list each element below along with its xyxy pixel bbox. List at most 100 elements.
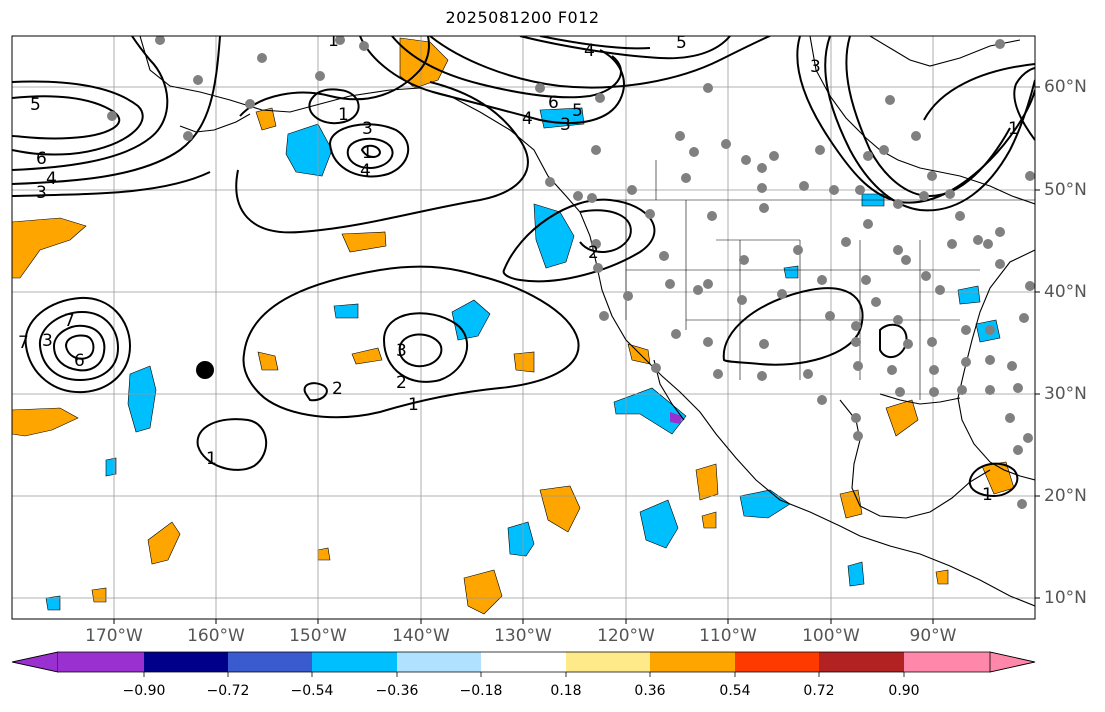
contour-label: 3 [42, 331, 53, 351]
orange-patch [701, 511, 717, 529]
colorbar-tick-label: −0.36 [375, 683, 419, 699]
contour-label: 3 [396, 341, 407, 361]
colorbar-tick-label: −0.72 [206, 683, 250, 699]
colorbar-segment [312, 652, 397, 672]
contour-label: 3 [362, 119, 373, 139]
orange-patch [91, 587, 107, 603]
contour-label: 4 [360, 161, 371, 181]
cyan-patch [127, 365, 157, 433]
lon-label: 170°W [85, 626, 143, 646]
lat-label: 20°N [1044, 486, 1087, 506]
contour-label: 1 [1008, 119, 1019, 139]
contour-label: 1 [328, 31, 339, 51]
contour-label: 1 [362, 143, 373, 163]
orange-patch [935, 569, 949, 585]
cyan-patch [333, 303, 359, 319]
orange-patch [12, 217, 87, 279]
colorbar-tick-label: 0.36 [634, 683, 666, 699]
orange-patch [695, 463, 719, 501]
state-borders [596, 160, 1035, 400]
colorbar-segment [228, 652, 312, 672]
contour-label: 7 [64, 311, 75, 331]
cyan-patch [739, 489, 791, 519]
orange-patch [255, 107, 277, 131]
orange-patch [513, 351, 535, 373]
contour-label: 5 [30, 95, 41, 115]
contour-label: 3 [810, 57, 821, 77]
orange-patch [885, 399, 919, 437]
cyan-patch [847, 561, 865, 587]
colorbar-segment [650, 652, 735, 672]
map-frame [12, 36, 1035, 619]
colorbar-segment [904, 652, 990, 672]
colorbar-extend-low [11, 651, 59, 673]
contour-label: 4 [522, 109, 533, 129]
colorbar-tick-label: 0.72 [803, 683, 835, 699]
station-markers [107, 36, 1035, 509]
lat-label: 50°N [1044, 180, 1087, 200]
orange-patch [12, 407, 79, 437]
contour-label: 6 [74, 351, 85, 371]
colorbar-segment [819, 652, 904, 672]
colorbar-extend-high [989, 651, 1036, 673]
cyan-patch [105, 457, 117, 477]
contour-label: 1 [408, 395, 419, 415]
orange-patch [317, 547, 331, 561]
shaded-patches [12, 37, 1015, 615]
cyan-patch [670, 412, 682, 424]
contour-label: 7 [18, 333, 29, 353]
axis-ticks [113, 86, 1040, 624]
storm-marker [196, 361, 214, 379]
colorbar-tick-label: 0.54 [719, 683, 751, 699]
lon-label: 120°W [597, 626, 655, 646]
lat-label: 10°N [1044, 588, 1087, 608]
map-title: 2025081200 F012 [445, 8, 600, 27]
cyan-patch [639, 499, 679, 549]
cyan-patch [957, 285, 981, 305]
cyan-patch [507, 521, 535, 557]
colorbar-segment [58, 652, 144, 672]
lat-label: 40°N [1044, 282, 1087, 302]
colorbar-tick-label: −0.90 [122, 683, 166, 699]
colorbar-tick-label: −0.18 [459, 683, 503, 699]
contour-label: 3 [560, 115, 571, 135]
lon-label: 110°W [699, 626, 757, 646]
lat-label: 30°N [1044, 384, 1087, 404]
lon-label: 100°W [802, 626, 860, 646]
contour-label: 5 [572, 101, 583, 121]
colorbar [11, 651, 1036, 677]
contour-label: 1 [206, 449, 217, 469]
contour-label: 2 [396, 373, 407, 393]
contour-label: 2 [588, 243, 599, 263]
contour-label-layer: 1 5 6 4 3 1 3 4 1 4 5 6 5 3 4 3 1 7 3 6 … [18, 31, 1019, 505]
contour-lines [12, 36, 1035, 498]
orange-patch [257, 351, 279, 371]
contour-label: 6 [548, 93, 559, 113]
colorbar-segment [566, 652, 650, 672]
colorbar-tick-label: −0.54 [290, 683, 334, 699]
colorbar-segment [481, 652, 566, 672]
orange-patch [341, 231, 387, 253]
lon-label: 90°W [909, 626, 957, 646]
lat-label: 60°N [1044, 77, 1087, 97]
contour-label: 4 [46, 169, 57, 189]
orange-patch [539, 485, 581, 533]
orange-patch [147, 521, 181, 565]
cyan-patch [783, 265, 799, 279]
lon-label: 160°W [187, 626, 245, 646]
cyan-patch [45, 595, 61, 611]
colorbar-segment [144, 652, 228, 672]
contour-label: 1 [338, 105, 349, 125]
contour-label: 1 [982, 485, 993, 505]
contour-label: 2 [332, 379, 343, 399]
contour-label: 3 [36, 183, 47, 203]
lon-label: 140°W [392, 626, 450, 646]
cyan-patch [613, 387, 687, 435]
contour-label: 5 [676, 33, 687, 53]
colorbar-segment [735, 652, 819, 672]
orange-patch [463, 569, 503, 615]
colorbar-tick-label: 0.18 [550, 683, 582, 699]
colorbar-segment [397, 652, 481, 672]
colorbar-tick-label: 0.90 [888, 683, 920, 699]
